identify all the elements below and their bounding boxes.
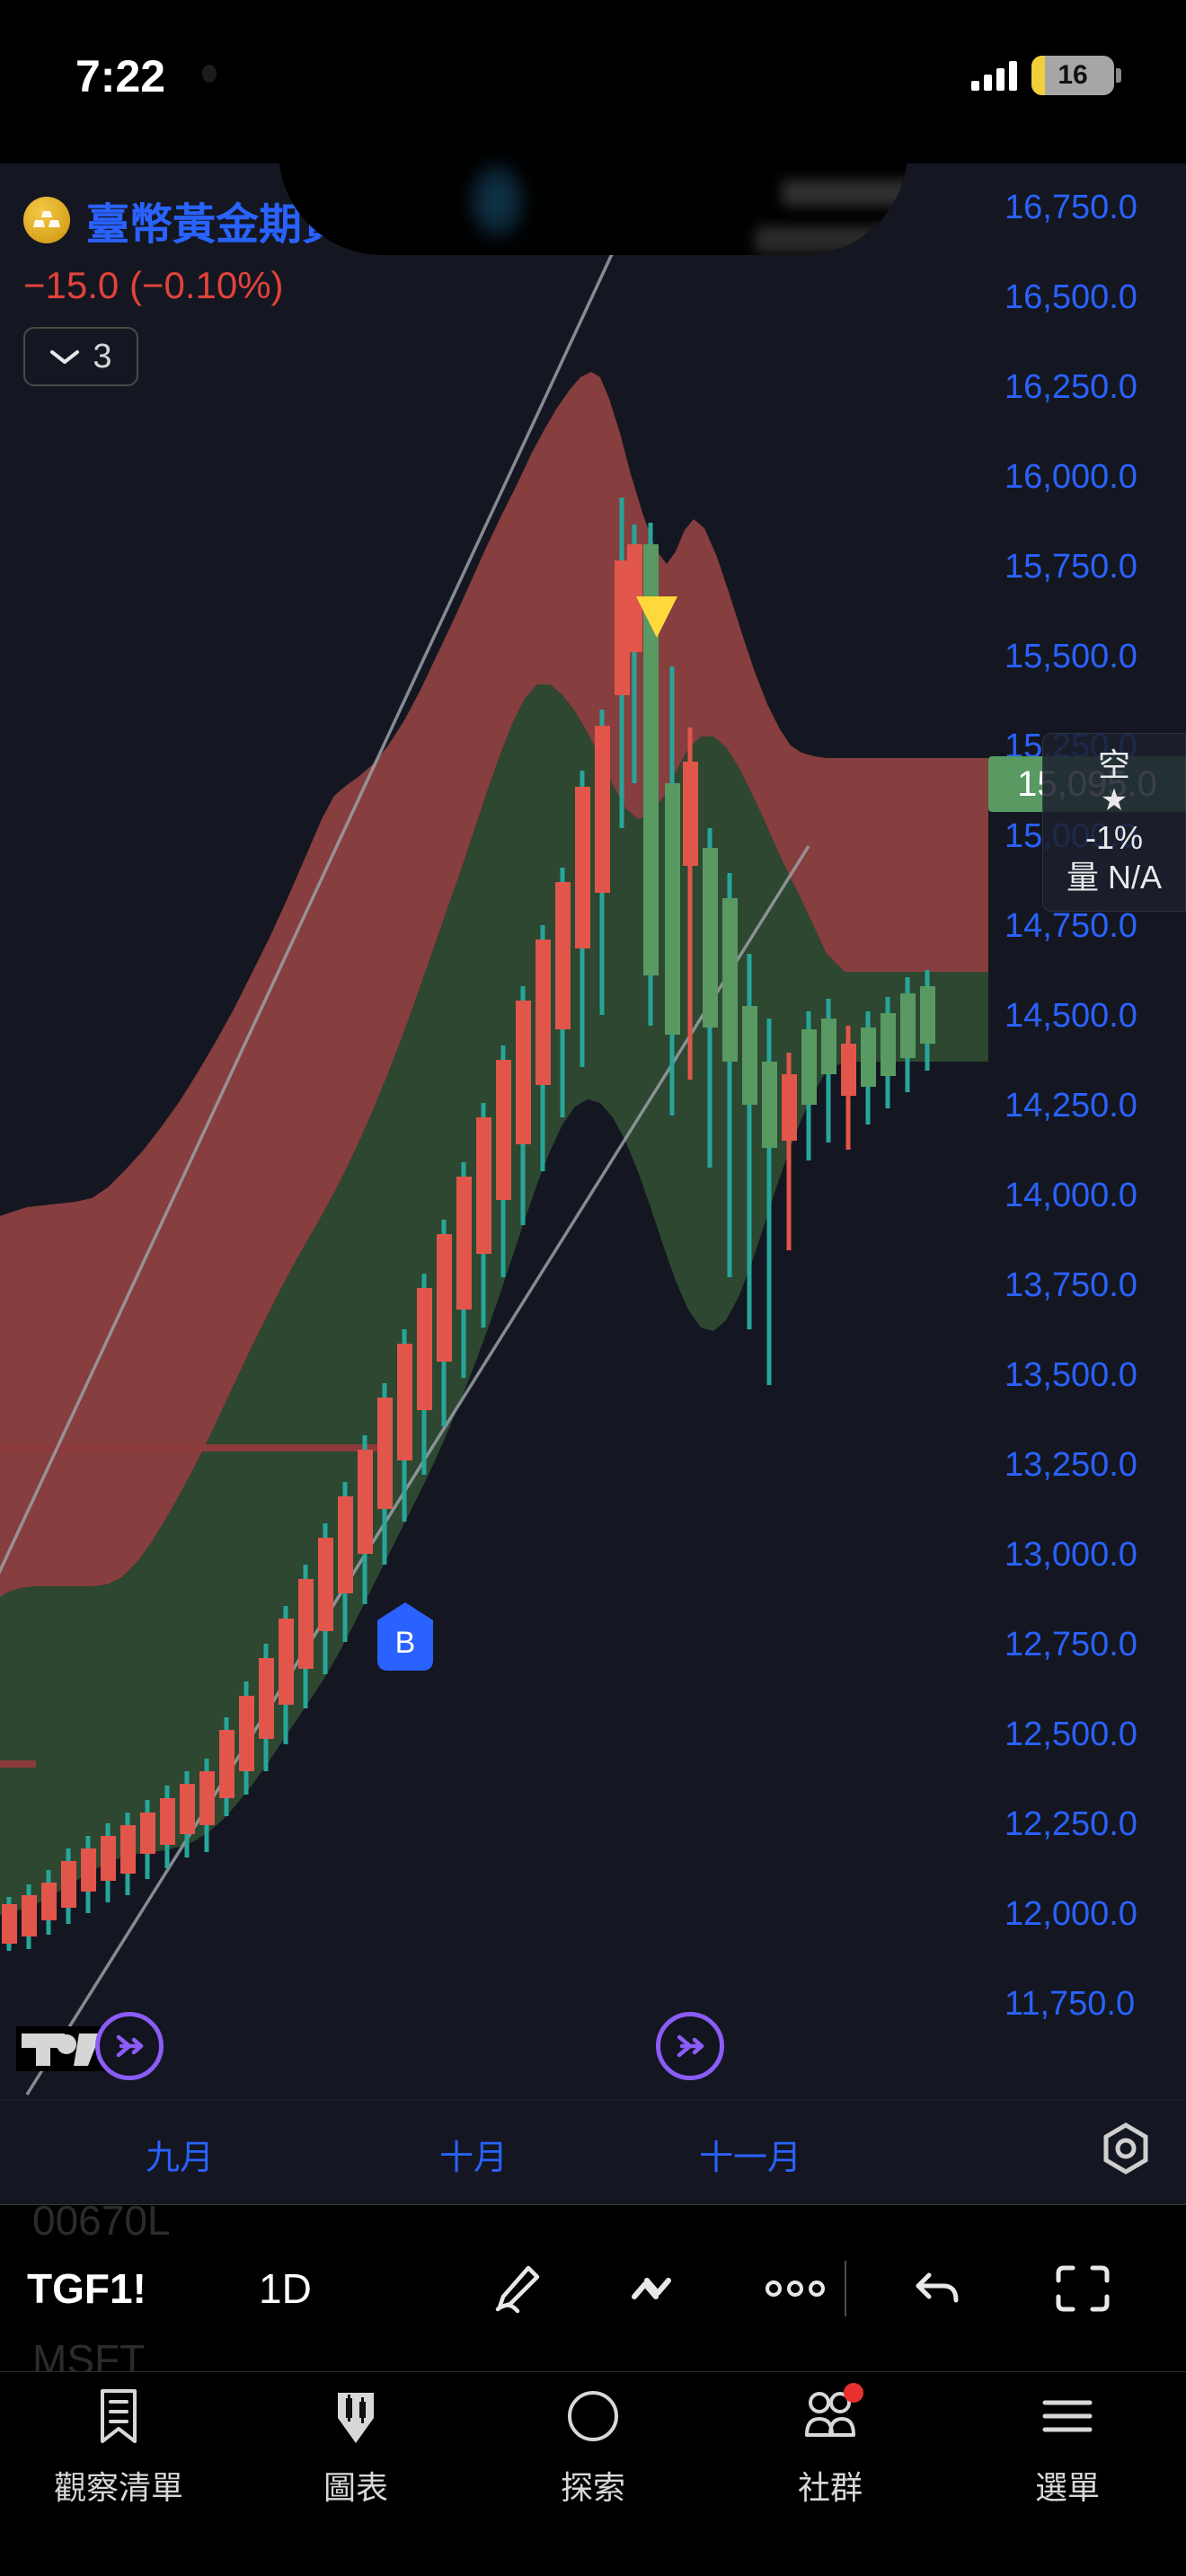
- notification-title-blurred: [782, 180, 907, 207]
- price-tick: 15,750.0: [1005, 548, 1137, 586]
- nav-item-menu[interactable]: 選單: [949, 2385, 1186, 2509]
- symbol-header[interactable]: 臺幣黃金期貨 −15.0 (−0.10%) 3: [23, 189, 345, 386]
- toolbar-divider: [845, 2261, 846, 2316]
- price-tick: 12,750.0: [1005, 1626, 1137, 1663]
- price-tick: 12,250.0: [1005, 1805, 1137, 1843]
- price-tick: 16,250.0: [1005, 368, 1137, 406]
- chart-toolbar-strip[interactable]: 00670L MSFT TGF1! 1D: [0, 2204, 1186, 2371]
- price-tick: 14,750.0: [1005, 907, 1137, 945]
- buy-flag-marker[interactable]: B: [377, 1602, 433, 1671]
- trendline-lower: [25, 845, 810, 2095]
- candle-series: [2, 498, 935, 1951]
- chart-candles-icon: [324, 2385, 387, 2448]
- watchlist-bookmark-icon: [87, 2385, 150, 2448]
- time-axis[interactable]: 九月 十月 十一月: [0, 2100, 1186, 2204]
- dynamic-island[interactable]: [279, 47, 907, 255]
- star-filled-icon: ★: [1100, 783, 1128, 818]
- cloud-bear-band: [0, 372, 988, 1597]
- time-tick: 十月: [438, 2139, 509, 2177]
- price-tick: 13,000.0: [1005, 1536, 1137, 1574]
- undo-icon[interactable]: [906, 2257, 969, 2320]
- symbol-change: −15.0 (−0.10%): [23, 264, 284, 306]
- buy-marker-label: B: [395, 1626, 416, 1660]
- position-direction-label: 空: [1097, 746, 1130, 783]
- trendline-upper: [0, 216, 631, 1575]
- price-tick: 16,000.0: [1005, 458, 1137, 496]
- price-tick: 16,750.0: [1005, 189, 1137, 226]
- price-tick: 14,500.0: [1005, 997, 1137, 1035]
- nav-label-watchlist: 觀察清單: [53, 2469, 183, 2506]
- community-people-icon: [799, 2383, 863, 2448]
- explore-compass-icon: [562, 2385, 624, 2448]
- toolbar-row: TGF1! 1D: [0, 2246, 1186, 2331]
- nav-item-chart[interactable]: 圖表: [237, 2385, 474, 2509]
- nav-label-explore: 探索: [560, 2469, 625, 2506]
- interval-count: 3: [93, 337, 112, 375]
- chart-panel[interactable]: 臺幣黃金期貨 −15.0 (−0.10%) 3 空 ★ -1% 量 N/A 16…: [0, 163, 1186, 2204]
- price-tick: 13,750.0: [1005, 1266, 1137, 1304]
- nav-label-menu: 選單: [1034, 2469, 1100, 2506]
- notification-avatar-icon: [469, 163, 525, 239]
- bar-replay-icon[interactable]: [95, 2012, 164, 2080]
- chart-plot-area[interactable]: [0, 163, 988, 2204]
- price-tick: 12,500.0: [1005, 1716, 1137, 1753]
- battery-low-power-icon: 16: [1031, 56, 1114, 95]
- status-bar-time: 7:22: [75, 51, 166, 101]
- draw-pen-icon[interactable]: [485, 2257, 548, 2320]
- notification-body-blurred: [755, 226, 907, 253]
- gold-bars-icon: [23, 197, 70, 243]
- chevron-down-icon: [50, 350, 80, 364]
- bar-replay-icon[interactable]: [656, 2012, 724, 2080]
- price-tick: 13,500.0: [1005, 1356, 1137, 1394]
- ghost-next-symbol[interactable]: MSFT: [32, 2336, 146, 2371]
- chart-settings-gear-icon[interactable]: [1098, 2121, 1154, 2176]
- status-bar-right-group: 16: [971, 56, 1121, 95]
- sell-triangle-down-icon: [636, 596, 677, 638]
- price-tick: 14,000.0: [1005, 1177, 1137, 1214]
- candlestick-chart-svg: [0, 163, 988, 2204]
- cellular-signal-icon: [971, 60, 1017, 91]
- indicators-icon[interactable]: [624, 2257, 686, 2320]
- price-tick: 14,250.0: [1005, 1087, 1137, 1125]
- price-axis[interactable]: 16,750.0 16,500.0 16,250.0 16,000.0 15,7…: [988, 163, 1186, 2204]
- cloud-bull-band: [0, 684, 988, 1915]
- time-tick: 十一月: [698, 2139, 802, 2177]
- ghost-previous-symbol[interactable]: 00670L: [32, 2204, 171, 2244]
- battery-level-label: 16: [1058, 60, 1088, 90]
- nav-item-community[interactable]: 社群: [712, 2383, 949, 2509]
- position-percent: -1%: [1084, 819, 1144, 857]
- nav-item-explore[interactable]: 探索: [474, 2385, 712, 2509]
- position-volume: 量 N/A: [1066, 858, 1163, 895]
- price-tick: 11,750.0: [1005, 1985, 1136, 2023]
- bottom-navigation: 觀察清單 圖表 探索: [0, 2371, 1186, 2576]
- toolbar-interval-button[interactable]: 1D: [259, 2265, 312, 2312]
- community-notification-badge: [844, 2383, 863, 2403]
- menu-hamburger-icon: [1036, 2385, 1099, 2448]
- time-tick: 九月: [145, 2139, 215, 2177]
- toolbar-symbol-button[interactable]: TGF1!: [27, 2265, 146, 2312]
- nav-label-community: 社群: [797, 2469, 863, 2506]
- more-options-icon[interactable]: [764, 2257, 827, 2320]
- recording-indicator-dot: [202, 65, 217, 83]
- price-tick: 13,250.0: [1005, 1446, 1137, 1484]
- nav-label-chart: 圖表: [323, 2469, 388, 2506]
- price-tick: 15,500.0: [1005, 638, 1137, 675]
- price-tick: 16,500.0: [1005, 278, 1137, 316]
- price-tick: 12,000.0: [1005, 1895, 1137, 1933]
- nav-item-watchlist[interactable]: 觀察清單: [0, 2385, 237, 2509]
- position-legend-box[interactable]: 空 ★ -1% 量 N/A: [1042, 733, 1186, 912]
- interval-selector-chip[interactable]: 3: [23, 327, 138, 386]
- fullscreen-icon[interactable]: [1051, 2257, 1114, 2320]
